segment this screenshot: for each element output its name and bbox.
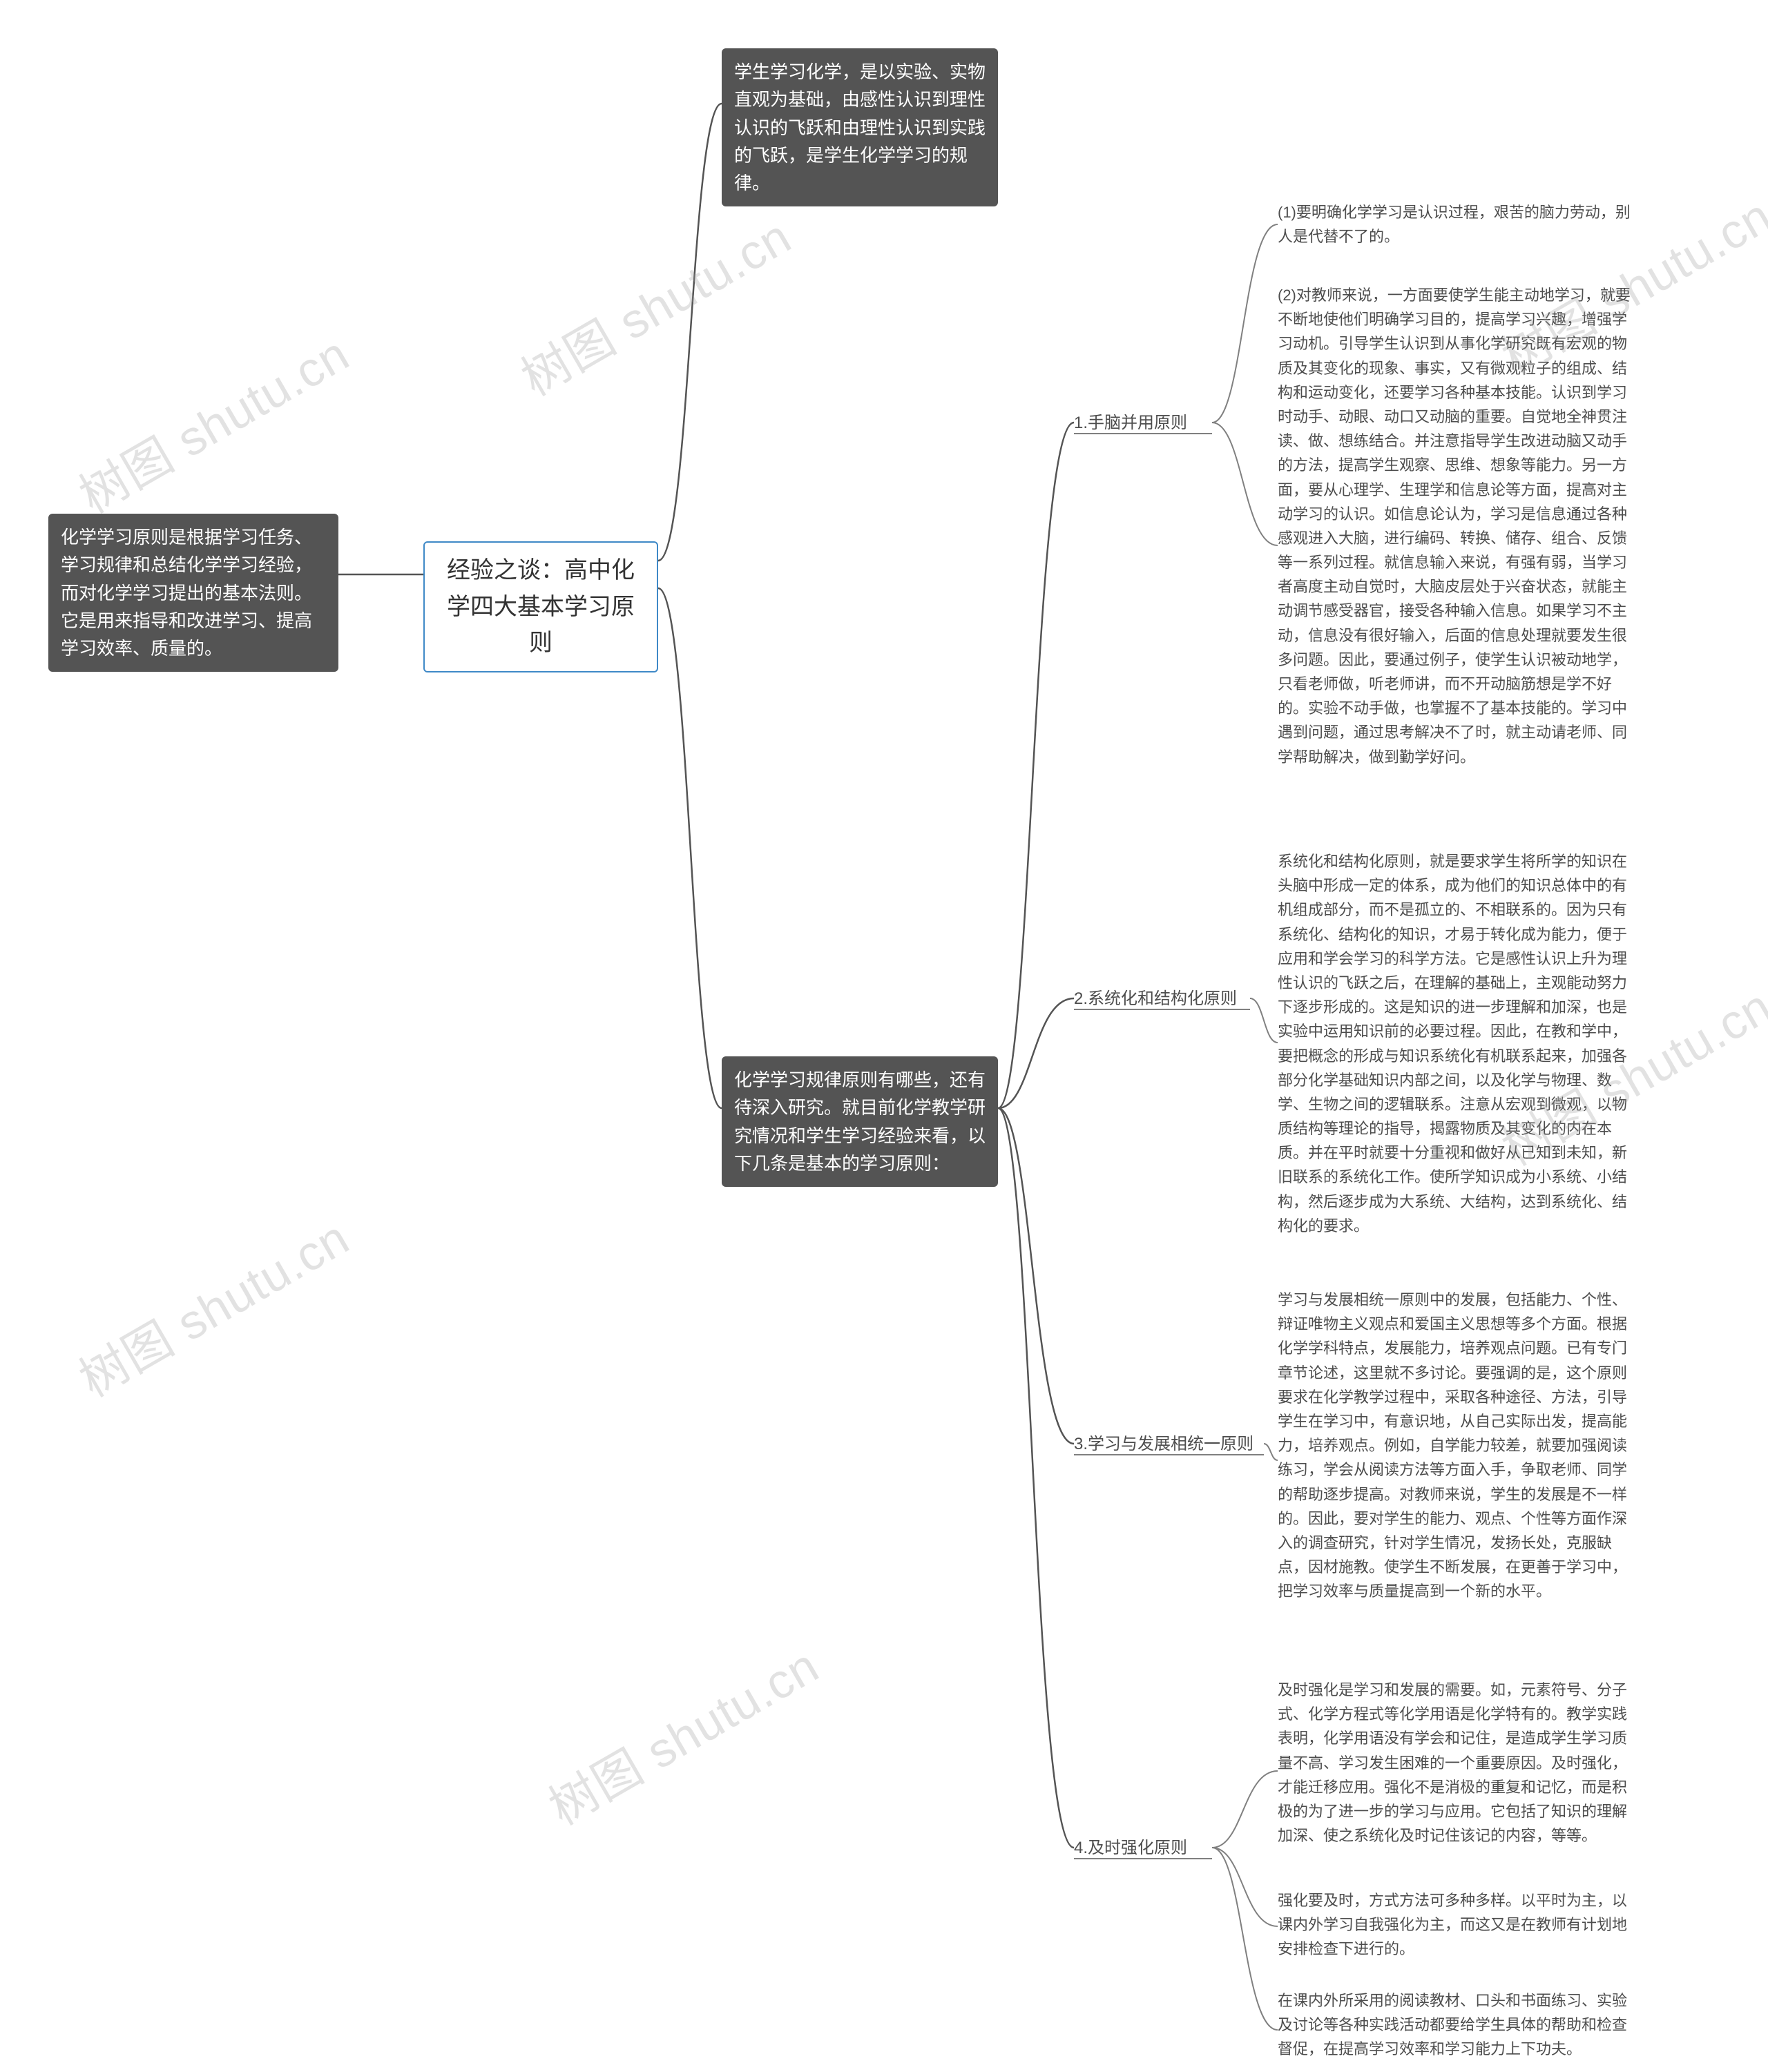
watermark: 树图 shutu.cn [535, 1628, 829, 1839]
branch-label-1: 1.手脑并用原则 [1074, 412, 1187, 435]
leaf-3-1: 学习与发展相统一原则中的发展，包括能力、个性、辩证唯物主义观点和爱国主义思想等多… [1278, 1288, 1637, 1603]
root-node[interactable]: 经验之谈：高中化学四大基本学习原则 [423, 541, 658, 672]
watermark: 树图 shutu.cn [65, 316, 360, 527]
leaf-4-3: 在课内外所采用的阅读教材、口头和书面练习、实验及讨论等各种实践活动都要给学生具体… [1278, 1988, 1637, 2062]
branch-label-2: 2.系统化和结构化原则 [1074, 987, 1237, 1011]
mindmap-canvas: { "canvas": { "width": 2560, "height": 3… [0, 0, 1768, 2072]
leaf-1-2: (2)对教师来说，一方面要使学生能主动地学习，就要不断地使他们明确学习目的，提高… [1278, 283, 1637, 769]
branch-label-4: 4.及时强化原则 [1074, 1837, 1187, 1860]
watermark: 树图 shutu.cn [65, 1200, 360, 1411]
leaf-2-1: 系统化和结构化原则，就是要求学生将所学的知识在头脑中形成一定的体系，成为他们的知… [1278, 849, 1637, 1238]
leaf-1-1: (1)要明确化学学习是认识过程，艰苦的脑力劳动，别人是代替不了的。 [1278, 200, 1637, 249]
node-principles-intro: 化学学习规律原则有哪些，还有待深入研究。就目前化学教学研究情况和学生学习经验来看… [722, 1056, 998, 1187]
watermark: 树图 shutu.cn [507, 199, 802, 409]
leaf-4-2: 强化要及时，方式方法可多种多样。以平时为主，以课内外学习自我强化为主，而这又是在… [1278, 1888, 1637, 1962]
leaf-4-1: 及时强化是学习和发展的需要。如，元素符号、分子式、化学方程式等化学用语是化学特有… [1278, 1678, 1637, 1848]
node-learning-law: 学生学习化学，是以实验、实物直观为基础，由感性认识到理性认识的飞跃和由理性认识到… [722, 48, 998, 206]
node-definition: 化学学习原则是根据学习任务、学习规律和总结化学学习经验，而对化学学习提出的基本法… [48, 514, 338, 672]
branch-label-3: 3.学习与发展相统一原则 [1074, 1433, 1253, 1456]
